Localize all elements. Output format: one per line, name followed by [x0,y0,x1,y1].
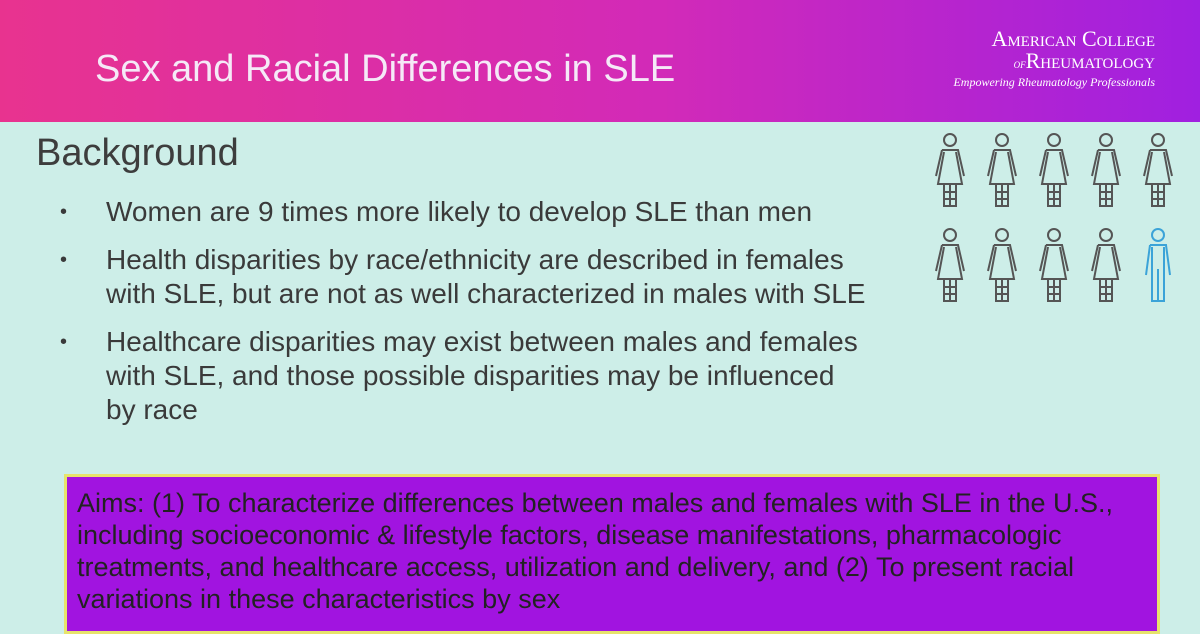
section-heading: Background [36,132,239,174]
bullet: Healthcare disparities may exist between… [60,325,866,427]
bullet: Women are 9 times more likely to develop… [60,195,946,229]
logo-name: Rheumatology [1025,48,1155,73]
logo-prefix: of [1013,56,1026,71]
people-icons [935,133,1173,302]
logo-line: ofRheumatology [953,50,1155,75]
aims-box: Aims: (1) To characterize differences be… [64,474,1160,634]
slide-title: Sex and Racial Differences in SLE [95,48,676,90]
logo-tagline: Empowering Rheumatology Professionals [953,75,1155,89]
bullet-list: Women are 9 times more likely to develop… [60,195,920,441]
logo: American College ofRheumatology Empoweri… [953,28,1155,90]
logo-line: American College [991,26,1155,51]
bullet: Health disparities by race/ethnicity are… [60,243,866,311]
header: Sex and Racial Differences in SLE Americ… [0,0,1200,122]
